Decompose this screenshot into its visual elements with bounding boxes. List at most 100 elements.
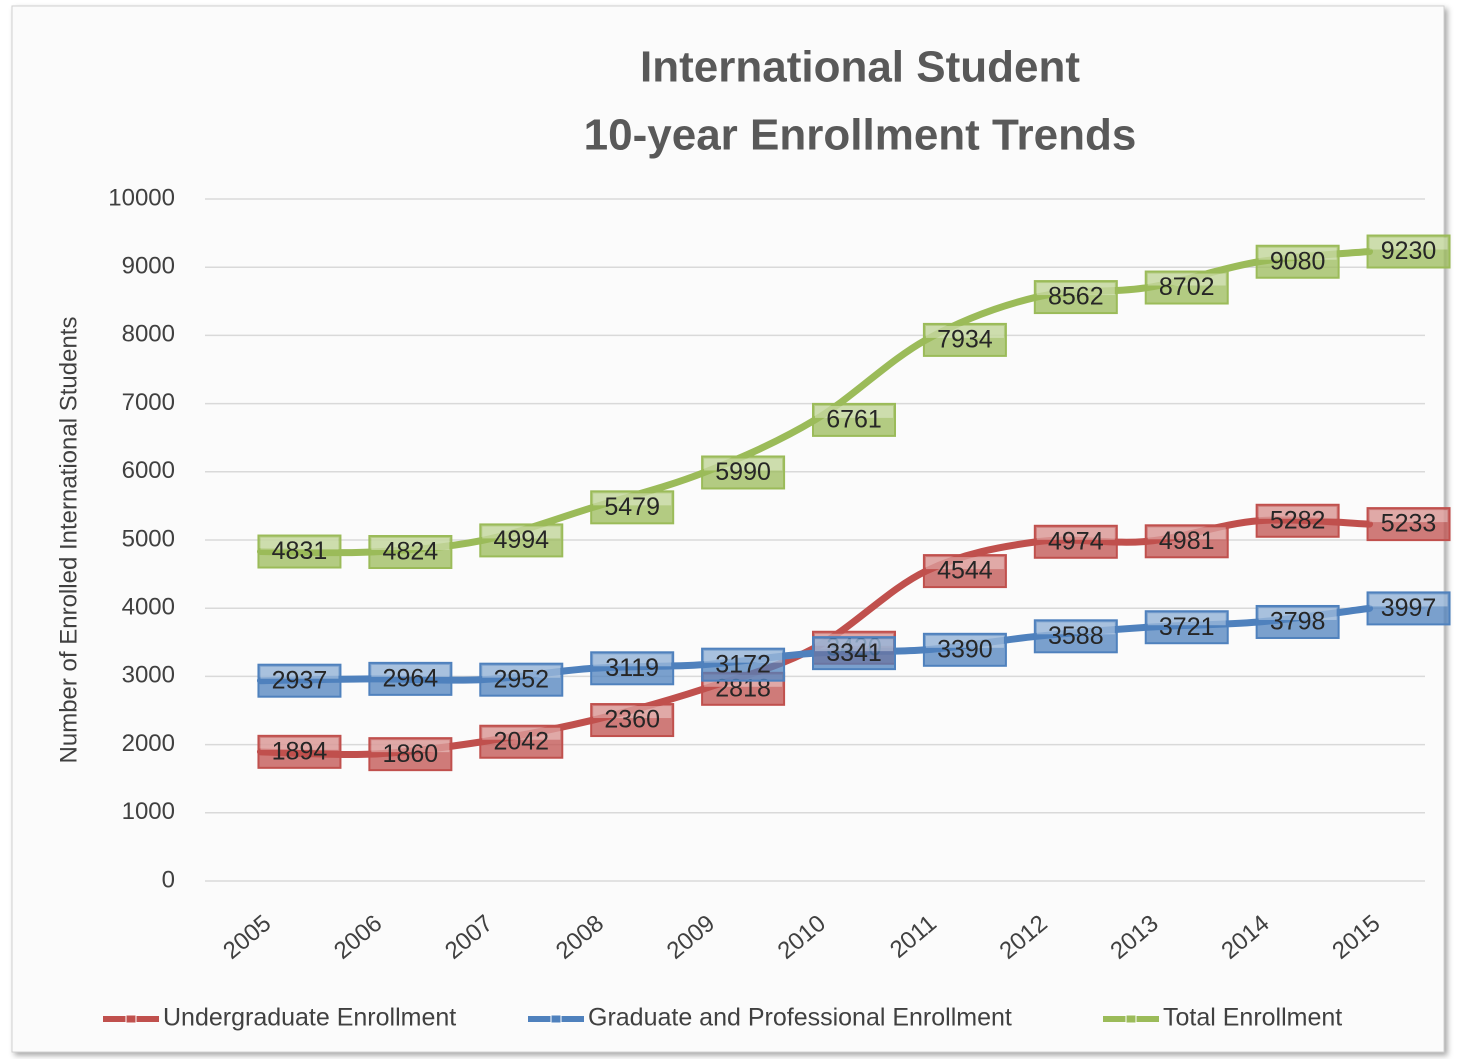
label-highlight	[815, 639, 893, 652]
data-label: 9080	[1270, 247, 1326, 275]
legend-label: Undergraduate Enrollment	[163, 1004, 456, 1032]
label-background	[1255, 244, 1340, 279]
label-highlight	[371, 664, 450, 677]
data-label-box: 5479	[590, 490, 675, 525]
data-label-box: 9080	[1255, 244, 1340, 279]
data-label: 2964	[383, 664, 439, 692]
legend-marker	[1125, 1014, 1137, 1024]
label-highlight	[815, 405, 893, 418]
data-label: 3721	[1159, 613, 1215, 641]
data-label-box: 8562	[1033, 280, 1118, 315]
data-label-box: 3172	[701, 647, 786, 682]
label-highlight	[1036, 283, 1115, 296]
label-highlight	[371, 740, 450, 753]
label-background	[701, 647, 786, 682]
y-tick-label: 4000	[122, 594, 175, 621]
data-label-box: 2042	[479, 724, 564, 759]
label-background	[368, 661, 453, 696]
data-label: 3119	[605, 654, 659, 682]
data-label-box: 8702	[1144, 270, 1229, 305]
data-label: 3997	[1381, 594, 1437, 622]
data-label: 2360	[604, 706, 660, 734]
label-background	[1255, 604, 1340, 639]
data-label-box: 6761	[812, 402, 896, 437]
data-label-box: 3390	[922, 632, 1007, 667]
y-tick-label: 2000	[122, 730, 175, 757]
data-label: 3390	[937, 635, 993, 663]
label-highlight	[1147, 613, 1226, 626]
label-background	[812, 402, 896, 437]
label-highlight	[1369, 594, 1448, 607]
chart-frame	[11, 5, 1445, 1053]
data-label: 4824	[383, 538, 439, 566]
label-background	[479, 724, 564, 759]
label-background	[590, 703, 675, 738]
data-label: 2952	[493, 665, 549, 693]
label-highlight	[482, 526, 561, 539]
chart-title: International Student	[640, 43, 1080, 92]
data-label-box: 2937	[257, 663, 342, 698]
label-highlight	[371, 538, 450, 551]
label-background	[368, 535, 453, 570]
data-label-box: 2360	[590, 703, 675, 738]
label-highlight	[1258, 506, 1337, 519]
label-highlight	[925, 635, 1004, 648]
label-highlight	[260, 666, 339, 679]
chart-subtitle: 10-year Enrollment Trends	[584, 111, 1137, 160]
data-label-box: 3997	[1366, 591, 1451, 626]
data-label: 9230	[1381, 237, 1437, 265]
data-label-box: 3721	[1144, 610, 1229, 645]
data-label-box: 4981	[1144, 524, 1229, 559]
label-highlight	[593, 493, 672, 506]
label-highlight	[925, 325, 1004, 338]
data-label: 8562	[1048, 283, 1104, 311]
data-label: 5233	[1381, 510, 1437, 538]
label-background	[1033, 619, 1118, 654]
label-highlight	[260, 537, 339, 550]
label-highlight	[1369, 237, 1448, 250]
label-highlight	[1147, 273, 1226, 286]
data-label: 5479	[604, 493, 660, 521]
y-axis-title: Number of Enrolled International Student…	[55, 317, 82, 764]
y-tick-label: 3000	[122, 662, 175, 689]
label-highlight	[1036, 527, 1115, 540]
data-label-box: 3119	[590, 651, 675, 686]
label-background	[257, 534, 342, 569]
data-label: 2937	[272, 666, 328, 694]
label-highlight	[482, 727, 561, 740]
label-background	[922, 632, 1007, 667]
y-tick-label: 7000	[122, 389, 175, 416]
label-highlight	[704, 458, 783, 471]
data-label: 5990	[715, 458, 771, 486]
label-background	[1366, 591, 1451, 626]
data-label-box: 4544	[922, 554, 1007, 589]
label-background	[368, 737, 453, 772]
label-highlight	[1258, 247, 1337, 260]
data-label-box: 3341	[812, 636, 896, 671]
data-label-box: 1860	[368, 737, 453, 772]
legend-marker	[125, 1014, 137, 1024]
y-tick-label: 10000	[108, 184, 175, 211]
label-background	[257, 734, 342, 769]
label-highlight	[925, 557, 1004, 570]
data-label-box: 3588	[1033, 619, 1118, 654]
data-label-box: 5282	[1255, 503, 1340, 538]
data-label-box: 5233	[1366, 507, 1451, 542]
data-label: 3341	[826, 639, 882, 667]
y-tick-label: 5000	[122, 525, 175, 552]
y-tick-label: 8000	[122, 321, 175, 348]
label-background	[257, 663, 342, 698]
label-highlight	[1258, 607, 1337, 620]
data-label: 1860	[383, 740, 439, 768]
data-label-box: 4824	[368, 535, 453, 570]
y-tick-label: 1000	[122, 798, 175, 825]
data-label-box: 2952	[479, 662, 564, 697]
data-label-box: 4994	[479, 523, 564, 558]
label-background	[1255, 503, 1340, 538]
label-highlight	[593, 654, 672, 667]
data-label-box: 3798	[1255, 604, 1340, 639]
label-background	[1033, 524, 1118, 559]
data-label: 4544	[937, 557, 993, 585]
label-background	[812, 636, 896, 671]
